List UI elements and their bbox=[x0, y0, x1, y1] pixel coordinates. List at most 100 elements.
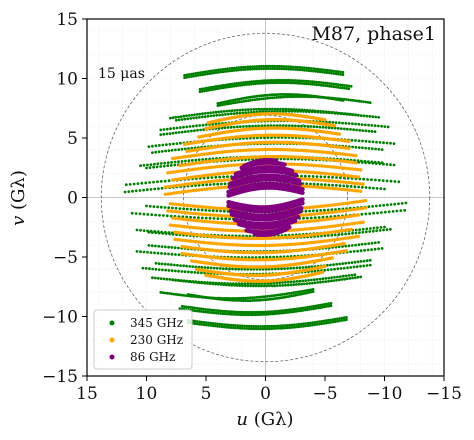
data-point-230ghz bbox=[316, 171, 321, 175]
data-point-230ghz bbox=[355, 207, 359, 211]
data-point-230ghz bbox=[288, 155, 293, 159]
data-point-345ghz bbox=[154, 244, 157, 248]
data-point-345ghz bbox=[247, 99, 250, 102]
data-point-230ghz bbox=[229, 163, 233, 168]
data-point-345ghz bbox=[239, 296, 243, 300]
data-point-230ghz bbox=[198, 233, 202, 237]
data-point-345ghz bbox=[273, 107, 277, 111]
data-point-230ghz bbox=[224, 221, 228, 225]
data-point-230ghz bbox=[320, 225, 324, 230]
data-point-345ghz bbox=[321, 277, 325, 281]
data-point-345ghz bbox=[322, 110, 325, 113]
data-point-345ghz bbox=[198, 281, 201, 285]
data-point-345ghz bbox=[342, 318, 346, 322]
data-point-345ghz bbox=[264, 64, 268, 68]
data-point-230ghz bbox=[261, 140, 265, 145]
data-point-345ghz bbox=[193, 113, 196, 117]
data-point-345ghz bbox=[130, 211, 134, 215]
data-point-345ghz bbox=[237, 296, 241, 300]
data-point-345ghz bbox=[233, 109, 237, 112]
data-point-345ghz bbox=[264, 97, 268, 100]
data-point-345ghz bbox=[149, 188, 153, 191]
data-point-345ghz bbox=[331, 320, 335, 324]
data-point-345ghz bbox=[187, 280, 191, 283]
data-point-230ghz bbox=[330, 179, 334, 183]
data-point-230ghz bbox=[186, 154, 191, 158]
data-point-230ghz bbox=[335, 209, 339, 214]
data-point-345ghz bbox=[285, 292, 289, 296]
data-point-345ghz bbox=[276, 284, 279, 287]
data-point-230ghz bbox=[295, 228, 299, 232]
data-point-230ghz bbox=[322, 186, 327, 190]
data-point-345ghz bbox=[227, 310, 231, 313]
data-point-345ghz bbox=[385, 228, 389, 232]
data-point-230ghz bbox=[185, 203, 189, 208]
data-point-230ghz bbox=[211, 186, 215, 191]
data-point-345ghz bbox=[157, 150, 161, 154]
data-point-345ghz bbox=[219, 312, 223, 315]
data-point-345ghz bbox=[215, 266, 219, 270]
data-point-230ghz bbox=[241, 257, 245, 262]
data-point-345ghz bbox=[171, 131, 175, 135]
data-point-345ghz bbox=[256, 327, 260, 331]
data-point-345ghz bbox=[208, 72, 211, 75]
data-point-230ghz bbox=[335, 151, 340, 156]
data-point-345ghz bbox=[380, 247, 384, 250]
data-point-230ghz bbox=[205, 213, 210, 217]
data-point-230ghz bbox=[173, 216, 177, 220]
data-point-345ghz bbox=[376, 124, 380, 128]
data-point-345ghz bbox=[256, 325, 260, 328]
data-point-230ghz bbox=[252, 148, 256, 152]
data-point-230ghz bbox=[187, 225, 192, 229]
data-point-345ghz bbox=[218, 175, 222, 179]
data-point-230ghz bbox=[205, 173, 209, 177]
data-point-345ghz bbox=[243, 313, 247, 317]
data-point-345ghz bbox=[271, 312, 275, 316]
data-point-230ghz bbox=[325, 225, 329, 229]
data-point-230ghz bbox=[358, 207, 362, 211]
data-point-345ghz bbox=[356, 275, 360, 279]
data-point-230ghz bbox=[338, 173, 342, 177]
data-point-230ghz bbox=[246, 258, 250, 262]
data-point-345ghz bbox=[197, 183, 201, 187]
data-point-345ghz bbox=[147, 244, 151, 247]
data-point-345ghz bbox=[360, 123, 364, 126]
data-point-230ghz bbox=[300, 170, 305, 174]
data-point-345ghz bbox=[200, 271, 203, 275]
data-point-345ghz bbox=[152, 180, 155, 184]
data-point-345ghz bbox=[211, 324, 215, 328]
data-point-345ghz bbox=[202, 310, 206, 314]
data-point-230ghz bbox=[319, 178, 323, 182]
data-point-230ghz bbox=[231, 228, 236, 233]
data-point-345ghz bbox=[171, 206, 174, 210]
data-point-230ghz bbox=[163, 185, 168, 189]
data-point-345ghz bbox=[308, 308, 311, 311]
data-point-345ghz bbox=[324, 321, 328, 325]
data-point-345ghz bbox=[358, 228, 362, 232]
data-point-345ghz bbox=[205, 70, 209, 73]
data-point-345ghz bbox=[373, 241, 377, 245]
data-point-345ghz bbox=[346, 127, 349, 131]
data-point-345ghz bbox=[281, 326, 285, 330]
data-point-345ghz bbox=[208, 183, 212, 187]
data-point-345ghz bbox=[211, 111, 215, 114]
data-point-345ghz bbox=[200, 89, 204, 93]
data-point-345ghz bbox=[300, 124, 303, 128]
data-point-345ghz bbox=[330, 276, 333, 280]
data-point-230ghz bbox=[353, 167, 357, 171]
data-point-345ghz bbox=[332, 263, 335, 267]
data-point-345ghz bbox=[278, 109, 282, 113]
data-point-230ghz bbox=[330, 151, 335, 155]
data-point-345ghz bbox=[318, 70, 322, 74]
data-point-345ghz bbox=[208, 69, 211, 73]
data-point-230ghz bbox=[333, 203, 337, 207]
data-point-230ghz bbox=[220, 150, 225, 154]
data-point-345ghz bbox=[393, 180, 397, 183]
data-point-345ghz bbox=[212, 266, 216, 270]
data-point-230ghz bbox=[352, 207, 356, 212]
data-point-345ghz bbox=[377, 178, 381, 182]
data-point-345ghz bbox=[193, 271, 197, 274]
data-point-345ghz bbox=[153, 230, 157, 233]
data-point-230ghz bbox=[318, 211, 322, 216]
